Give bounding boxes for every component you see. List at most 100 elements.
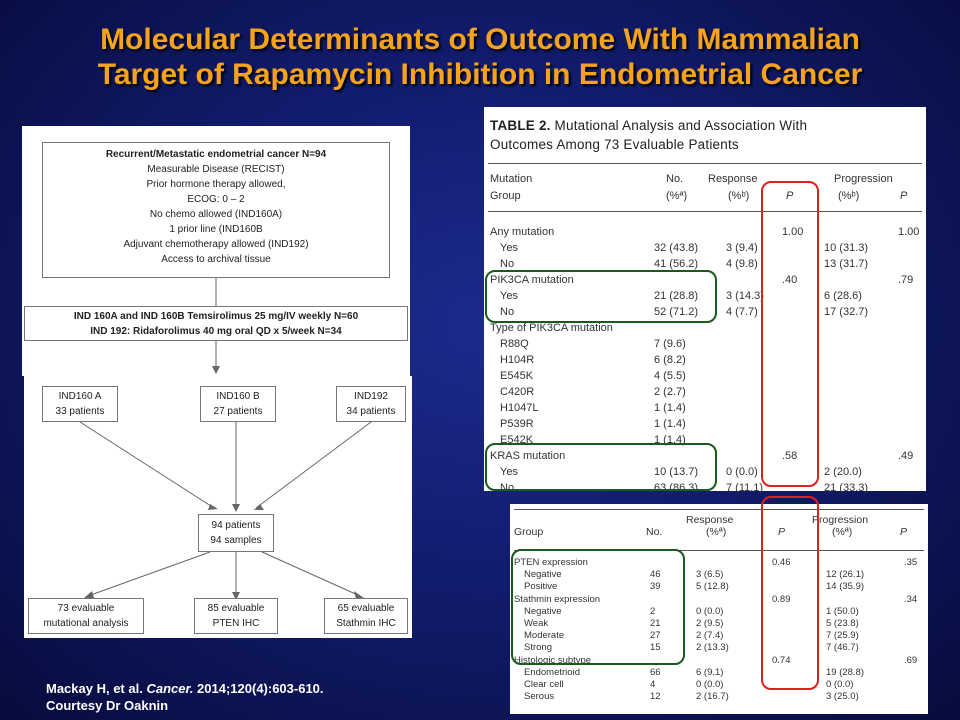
cell-p-progression: .69 <box>904 654 918 666</box>
cell-p-response: 0.89 <box>772 593 791 605</box>
table-2-title-line1: TABLE 2. Mutational Analysis and Associa… <box>490 116 807 135</box>
table-2-title: TABLE 2. Mutational Analysis and Associa… <box>490 116 807 154</box>
slide-title: Molecular Determinants of Outcome With M… <box>0 22 960 92</box>
header-response-pct: (%ª) <box>706 526 727 538</box>
table-2-label: TABLE 2. <box>490 118 551 133</box>
eligibility-item: Measurable Disease (RECIST) <box>147 164 285 175</box>
table-2-title-text: Mutational Analysis and Association With <box>550 118 808 133</box>
outcome-count: 65 evaluable <box>337 603 395 614</box>
header-p2: P <box>900 526 908 538</box>
table-3-header-row-1: Response Progression <box>510 514 928 526</box>
citation-courtesy: Courtesy Dr Oaknin <box>46 698 169 713</box>
header-response: Response <box>708 173 758 185</box>
cell-no: 1 (1.4) <box>654 418 686 430</box>
outcome-box: 85 evaluable PTEN IHC <box>194 598 278 634</box>
cell-no: 2 <box>650 605 656 617</box>
row-label: Serous <box>524 691 555 703</box>
row-label: Any mutation <box>490 226 555 238</box>
cell-no: 15 <box>650 642 661 654</box>
p-value-highlight-red-lower <box>761 496 819 690</box>
table-row: Negative 2 0 (0.0) 1 (50.0) <box>510 606 928 618</box>
table-2-rule-mid <box>488 211 922 212</box>
header-response-pct: (%ᵇ) <box>728 190 750 202</box>
cell-no: 6 (8.2) <box>654 354 686 366</box>
cell-no: 12 <box>650 691 661 703</box>
outcome-label: Stathmin IHC <box>336 618 396 629</box>
table-row: Stathmin expression 0.89 .34 <box>510 594 928 606</box>
pooled-box: 94 patients 94 samples <box>198 514 274 552</box>
cell-p-response: .40 <box>782 274 798 286</box>
header-mutation: Mutation <box>490 173 533 185</box>
table-row: Yes 10 (13.7) 0 (0.0) 2 (20.0) <box>484 464 926 480</box>
outcome-count: 85 evaluable <box>207 603 265 614</box>
cell-progression: 6 (28.6) <box>824 290 862 302</box>
header-progression-pct: (%ᵇ) <box>838 190 860 202</box>
flowchart-bottom-connectors <box>79 421 372 600</box>
eligibility-item: 1 prior line (IND160B <box>169 224 263 235</box>
cell-no: 63 (86.3) <box>654 482 699 494</box>
cell-progression: 19 (28.8) <box>826 666 865 678</box>
eligibility-item: Access to archival tissue <box>161 254 271 265</box>
cell-progression: 2 (20.0) <box>824 466 862 478</box>
row-label: Negative <box>524 569 562 581</box>
arm-patients: 34 patients <box>346 406 396 417</box>
pooled-samples: 94 samples <box>210 535 262 546</box>
table-row: No 63 (86.3) 7 (11.1) 21 (33.3) <box>484 480 926 496</box>
table-2-title-line2: Outcomes Among 73 Evaluable Patients <box>490 137 739 152</box>
table-row: Type of PIK3CA mutation <box>484 320 926 336</box>
table-row: Any mutation 1.00 1.00 <box>484 224 926 240</box>
arm-patients: 33 patients <box>55 406 105 417</box>
outcome-box: 73 evaluable mutational analysis <box>28 598 144 634</box>
row-label: Clear cell <box>524 679 564 690</box>
table-row: Strong 15 2 (13.3) 7 (46.7) <box>510 642 928 654</box>
cell-progression: 7 (25.9) <box>826 630 859 642</box>
cell-response: 0 (0.0) <box>696 605 724 617</box>
cell-response: 7 (11.1) <box>726 482 764 494</box>
cell-response: 3 (6.5) <box>696 569 724 581</box>
header-p2: P <box>900 190 908 202</box>
cell-response: 0 (0.0) <box>726 466 758 478</box>
cell-p-progression: .49 <box>898 450 914 462</box>
citation-reference: Mackay H, et al. Cancer. 2014;120(4):603… <box>46 680 324 697</box>
cell-progression: 3 (25.0) <box>826 691 859 703</box>
flowchart-top-panel: Recurrent/Metastatic endometrial cancer … <box>22 126 410 376</box>
cell-progression: 10 (31.3) <box>824 242 869 254</box>
table-row: Clear cell 4 0 (0.0) 0 (0.0) <box>510 679 928 691</box>
outcome-label: PTEN IHC <box>212 618 260 629</box>
cell-response: 4 (9.8) <box>726 258 758 270</box>
cell-response: 2 (9.5) <box>696 618 724 629</box>
row-label: Yes <box>500 242 518 254</box>
kras-highlight-green <box>485 443 717 491</box>
table-row: Endometrioid 66 6 (9.1) 19 (28.8) <box>510 667 928 679</box>
arm-box: IND160 B 27 patients <box>200 386 276 422</box>
cell-p-response: 0.74 <box>772 654 791 666</box>
cell-no: 10 (13.7) <box>654 466 699 478</box>
table-row: Positive 39 5 (12.8) 14 (35.9) <box>510 581 928 593</box>
cell-response: 2 (16.7) <box>696 691 729 703</box>
table-row: Negative 46 3 (6.5) 12 (26.1) <box>510 569 928 581</box>
row-label: No <box>500 482 515 494</box>
table-row: C420R 2 (2.7) <box>484 384 926 400</box>
arm-name: IND192 <box>354 391 388 402</box>
arm-box: IND160 A 33 patients <box>42 386 118 422</box>
table-row: P539R 1 (1.4) <box>484 416 926 432</box>
row-label: C420R <box>500 386 535 398</box>
ihc-highlight-green <box>511 549 685 665</box>
row-label: No <box>500 258 515 270</box>
cell-no: 52 (71.2) <box>654 306 699 318</box>
cell-no: 41 (56.2) <box>654 258 699 270</box>
cell-p-progression: .34 <box>904 593 918 605</box>
row-label: R88Q <box>500 338 529 350</box>
header-progression: Progression <box>812 514 869 526</box>
row-label: PIK3CA mutation <box>490 274 574 286</box>
row-label: Strong <box>524 642 552 654</box>
table-row: KRAS mutation .58 .49 <box>484 448 926 464</box>
row-label: Negative <box>524 605 562 617</box>
eligibility-box: Recurrent/Metastatic endometrial cancer … <box>42 142 390 278</box>
eligibility-item: Adjuvant chemotherapy allowed (IND192) <box>123 239 309 250</box>
header-response: Response <box>686 514 734 526</box>
header-group: Group <box>490 190 521 202</box>
row-label: Positive <box>524 581 558 593</box>
p-value-highlight-red <box>761 181 819 487</box>
row-label: Histologic subtype <box>514 654 592 666</box>
